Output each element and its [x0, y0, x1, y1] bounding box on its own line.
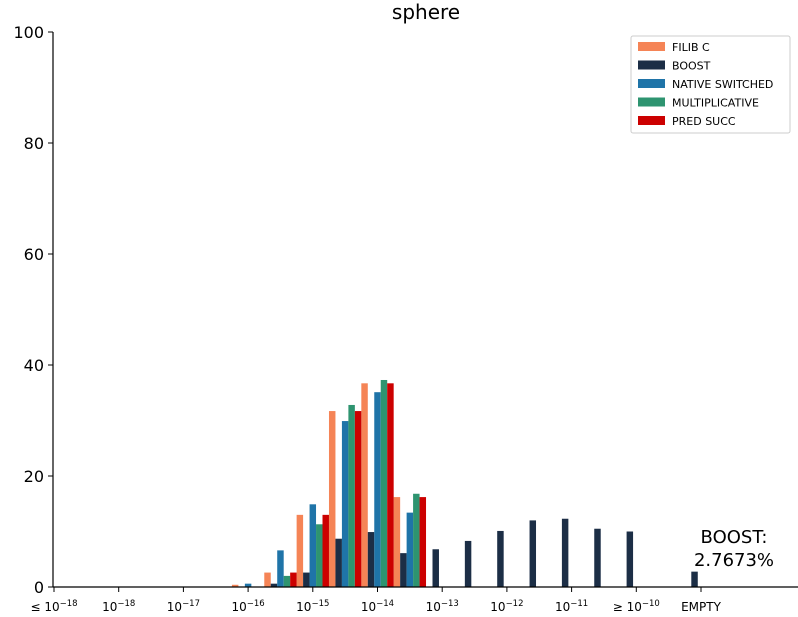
bar-multiplicative-3: [380, 379, 388, 587]
bar-native-switched-2: [309, 504, 317, 587]
legend-entry: BOOST: [672, 60, 711, 73]
x-tick-label: 10−15: [296, 599, 329, 614]
bar-native-switched-1: [277, 550, 284, 587]
bar-filib-c-1: [264, 572, 271, 587]
annotation-line1: BOOST:: [701, 527, 768, 548]
bar-boost-0: [270, 583, 278, 587]
bar-boost-11: [626, 531, 634, 587]
bar-boost-7: [497, 530, 504, 587]
bar-filib-c-5: [393, 497, 401, 587]
legend-swatch: [638, 116, 665, 125]
bar-native-switched-0: [244, 583, 252, 587]
y-tick-label: 40: [24, 356, 44, 375]
bar-boost-12: [691, 571, 698, 587]
bar-boost-2: [335, 538, 342, 587]
bars-group: [231, 379, 698, 587]
bar-boost-8: [529, 520, 537, 587]
bar-boost-6: [464, 540, 472, 587]
legend-swatch: [638, 42, 665, 51]
legend-swatch: [638, 79, 665, 88]
x-tick-label: ≥ 10−10: [613, 599, 660, 614]
bar-multiplicative-0: [283, 575, 291, 587]
y-tick-label: 80: [24, 134, 44, 153]
x-tick-label: 10−17: [167, 599, 200, 614]
x-tick-label: 10−11: [555, 599, 588, 614]
legend-swatch: [638, 97, 665, 107]
legend-swatch: [638, 60, 665, 70]
y-tick-label: 0: [34, 578, 44, 597]
legend: FILIB C BOOST NATIVE SWITCHED MULTIPLICATIV…: [630, 35, 791, 134]
legend-entry: PRED SUCC: [672, 115, 736, 128]
bar-native-switched-4: [374, 392, 381, 587]
bar-filib-c-4: [361, 383, 368, 587]
bar-boost-1: [303, 572, 310, 587]
boost-annotation: BOOST: 2.7673%: [694, 527, 774, 571]
bar-boost-3: [367, 532, 375, 587]
bar-boost-10: [594, 528, 601, 587]
y-tick-label: 60: [24, 245, 44, 264]
bar-pred-succ-3: [387, 383, 394, 587]
x-axis: ≤ 10−18 10−18 10−17 10−16 10−15 10−14 10−13 10−…: [30, 586, 798, 614]
bar-boost-4: [400, 553, 407, 587]
bar-multiplicative-2: [348, 404, 355, 587]
bar-filib-c-2: [296, 514, 304, 587]
bar-native-switched-3: [341, 421, 349, 587]
bar-native-switched-5: [406, 512, 414, 587]
legend-frame: [630, 35, 791, 134]
bar-pred-succ-2: [354, 411, 362, 587]
legend-entry: FILIB C: [672, 41, 710, 54]
bar-pred-succ-1: [322, 514, 329, 587]
x-tick-label: 10−12: [490, 599, 523, 614]
bar-multiplicative-1: [316, 524, 323, 587]
x-tick-label: 10−13: [426, 599, 459, 614]
y-axis: 0 20 40 60 80 100: [13, 23, 54, 597]
y-tick-label: 100: [13, 23, 44, 42]
bar-filib-c-3: [328, 411, 336, 587]
legend-entry: MULTIPLICATIVE: [672, 97, 759, 110]
annotation-line2: 2.7673%: [694, 550, 774, 571]
x-tick-label: EMPTY: [681, 600, 722, 614]
x-tick-label: ≤ 10−18: [30, 599, 77, 614]
bar-pred-succ-0: [290, 572, 297, 587]
x-tick-label: 10−14: [361, 599, 394, 614]
bar-filib-c-0: [231, 584, 239, 587]
bar-boost-9: [561, 518, 569, 587]
y-tick-label: 20: [24, 467, 44, 486]
chart-title: sphere: [392, 0, 460, 24]
bar-multiplicative-4: [413, 493, 420, 587]
bar-pred-succ-4: [419, 497, 427, 587]
x-tick-label: 10−18: [102, 599, 135, 614]
bar-boost-5: [432, 549, 439, 587]
x-tick-label: 10−16: [231, 599, 264, 614]
legend-entry: NATIVE SWITCHED: [672, 78, 773, 91]
